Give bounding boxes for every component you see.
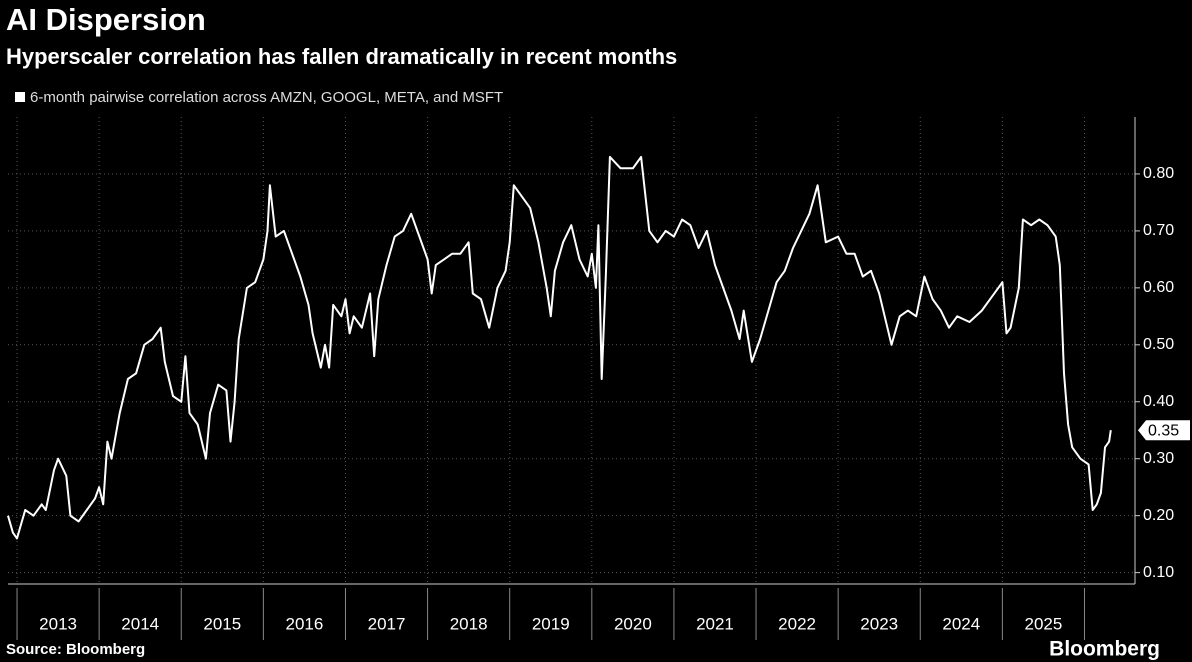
x-tick-label: 2021 — [696, 614, 734, 633]
chart-subtitle: Hyperscaler correlation has fallen drama… — [6, 44, 677, 69]
y-tick-label: 0.80 — [1143, 165, 1174, 182]
y-tick-label: 0.70 — [1143, 222, 1174, 239]
x-tick-label: 2015 — [203, 614, 241, 633]
x-tick-label: 2019 — [532, 614, 570, 633]
y-tick-label: 0.50 — [1143, 336, 1174, 353]
chart-title: AI Dispersion — [6, 2, 206, 37]
line — [7, 155, 1112, 540]
x-tick-label: 2022 — [778, 614, 816, 633]
legend-swatch — [15, 92, 25, 102]
x-tick-label: 2020 — [614, 614, 652, 633]
x-tick-label: 2013 — [39, 614, 77, 633]
y-tick-label: 0.20 — [1143, 507, 1174, 524]
y-tick-label: 0.60 — [1143, 279, 1174, 296]
y-tick-label: 0.40 — [1143, 393, 1174, 410]
y-tick-label: 0.10 — [1143, 564, 1174, 581]
x-tick-label: 2024 — [942, 614, 980, 633]
x-tick-label: 2018 — [450, 614, 488, 633]
value-tag — [1138, 420, 1190, 441]
legend-label: 6-month pairwise correlation across AMZN… — [30, 89, 503, 106]
x-tick-label: 2016 — [286, 614, 324, 633]
x-tick-label: 2023 — [860, 614, 898, 633]
source: Source: Bloomberg — [6, 641, 145, 658]
x-tick-label: 2017 — [368, 614, 406, 633]
y-tick-label: 0.30 — [1143, 450, 1174, 467]
brand: Bloomberg — [1049, 638, 1160, 661]
x-tick-label: 2014 — [121, 614, 159, 633]
value-tag-label: 0.35 — [1148, 422, 1179, 439]
x-tick-label: 2025 — [1025, 614, 1063, 633]
